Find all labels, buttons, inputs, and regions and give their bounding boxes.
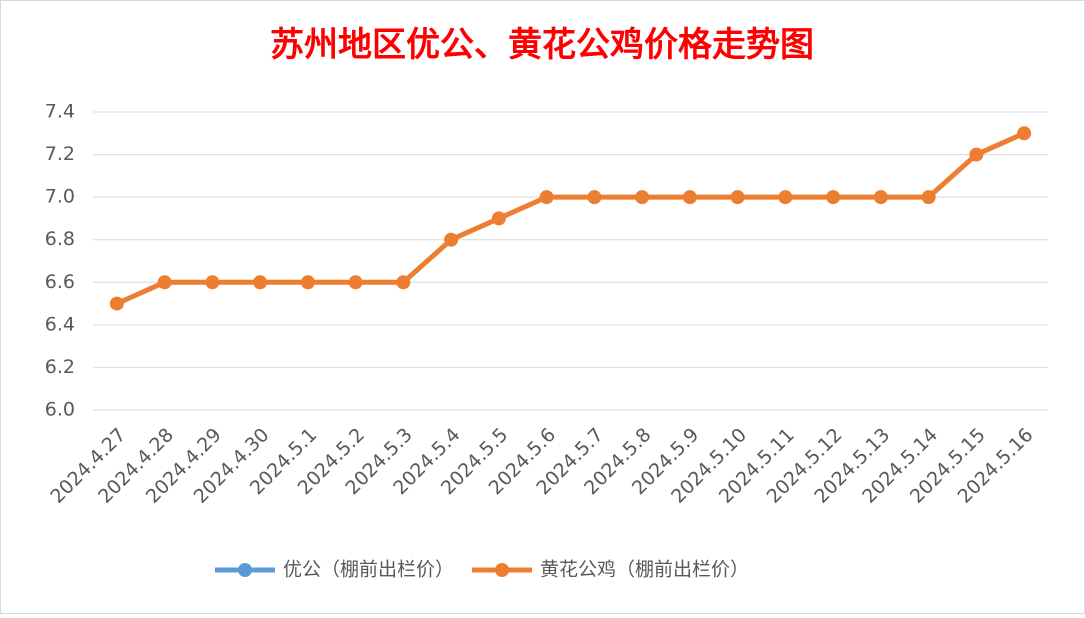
y-tick-label: 7.4 [45,101,75,123]
data-point [444,232,459,247]
data-point [205,275,220,290]
legend-marker [238,563,252,577]
series-line [115,131,1026,306]
data-point [682,190,697,205]
legend-marker [495,563,510,577]
legend-label: 黄花公鸡（棚前出栏价） [540,559,749,581]
data-point [109,296,124,311]
chart-title: 苏州地区优公、黄花公鸡价格走势图 [270,25,814,65]
data-point [491,211,506,226]
data-point [396,275,411,290]
data-point [921,190,936,205]
y-tick-label: 6.4 [45,313,75,335]
data-point [348,275,363,290]
data-point [778,190,793,205]
y-tick-label: 6.6 [45,271,75,293]
legend-label: 优公（棚前出栏价） [283,559,454,581]
y-tick-label: 6.2 [45,356,75,378]
data-point [587,190,602,205]
y-tick-label: 6.8 [45,228,75,250]
data-point [539,190,554,205]
y-tick-label: 7.2 [45,143,75,165]
y-tick-label: 6.0 [45,399,75,421]
data-point [969,147,984,162]
data-point [300,275,315,290]
data-point [253,275,268,290]
data-point [826,190,841,205]
data-point [635,190,650,205]
y-tick-label: 7.0 [45,186,75,208]
data-point [730,190,745,205]
data-point [1017,126,1032,141]
data-point [157,275,172,290]
data-point [873,190,888,205]
